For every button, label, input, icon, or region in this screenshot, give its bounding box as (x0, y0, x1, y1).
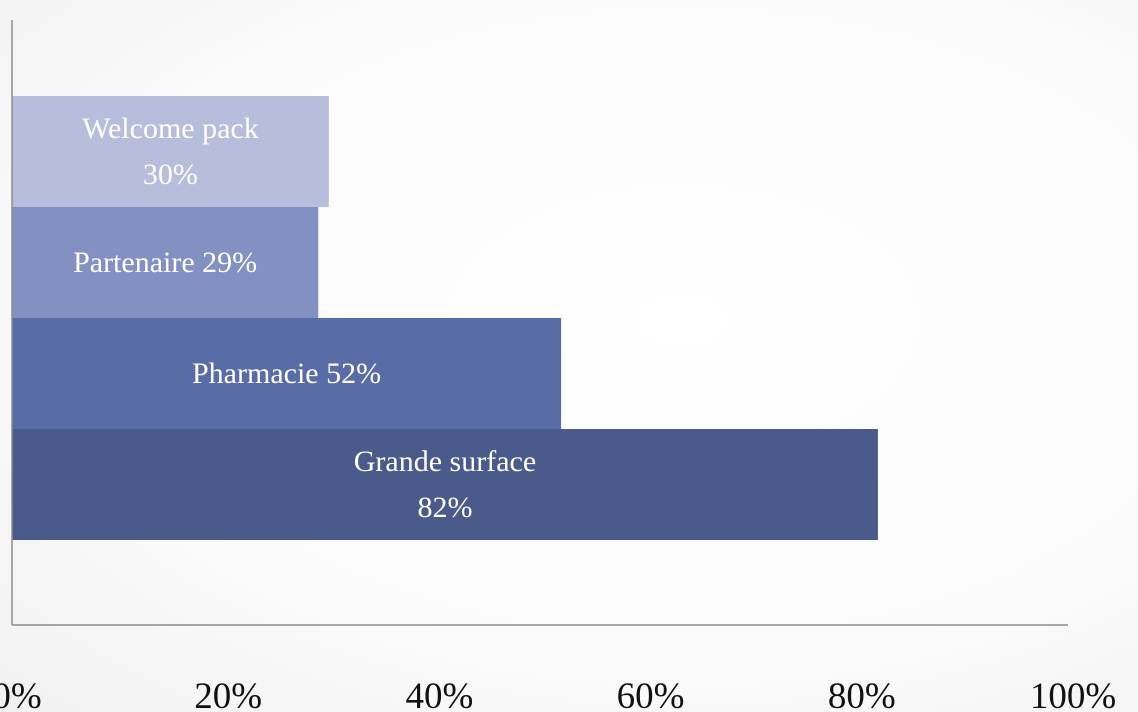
x-tick-label: 100% (1030, 676, 1116, 712)
x-tick-label: 80% (828, 676, 896, 712)
x-tick-labels: 0% 20% 40% 60% 80% 100% (0, 676, 1116, 712)
data-label-line: 30% (143, 158, 198, 191)
data-label-line: Pharmacie 52% (192, 357, 381, 390)
data-label-line: 82% (417, 491, 472, 524)
bar-welcome-pack (12, 96, 329, 207)
data-label-line: Partenaire 29% (73, 246, 257, 279)
data-label-line: Grande surface (354, 445, 536, 478)
bars-layer: Grande surface 82% Pharmacie 52% Partenaire… (12, 96, 878, 540)
x-tick-label: 20% (194, 676, 262, 712)
data-label-welcome-pack: Welcome pack 30% (82, 112, 259, 191)
x-tick-label: 60% (617, 676, 685, 712)
bar-pharmacie (12, 318, 562, 429)
x-tick-label: 0% (0, 676, 42, 712)
bar-partenaire (12, 207, 319, 318)
bar-grande-surface (12, 429, 878, 540)
data-label-pharmacie: Pharmacie 52% (192, 357, 381, 390)
data-label-partenaire: Partenaire 29% (73, 246, 257, 279)
data-label-line: Welcome pack (82, 112, 259, 145)
data-label-grande-surface: Grande surface 82% (354, 445, 536, 524)
x-tick-label: 40% (405, 676, 473, 712)
